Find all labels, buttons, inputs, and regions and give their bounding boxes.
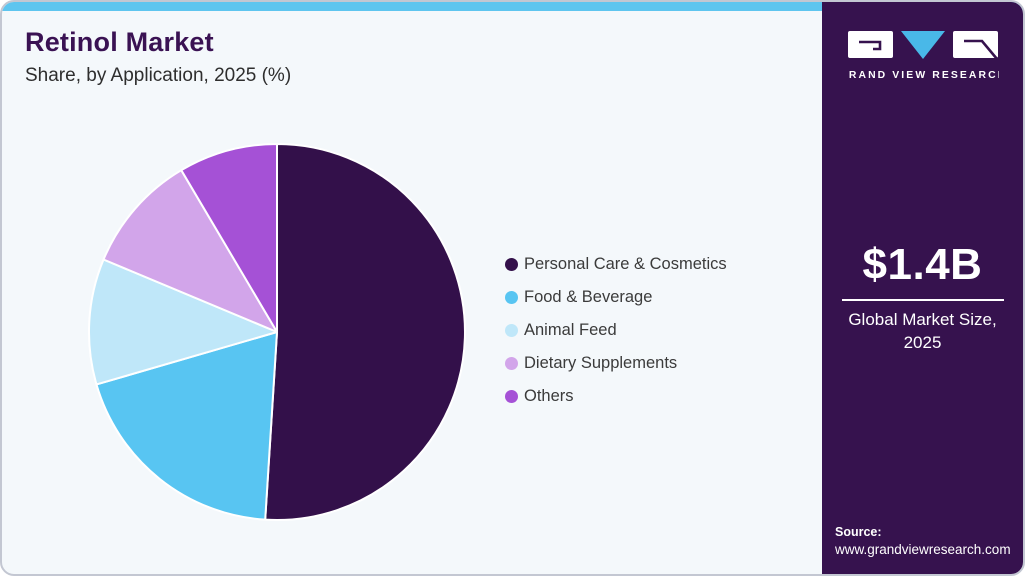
- market-size-block: $1.4B Global Market Size, 2025: [822, 240, 1023, 355]
- legend-bullet-icon: [505, 323, 518, 337]
- legend-bullet-icon: [505, 257, 518, 271]
- legend-item-others: Others: [505, 386, 727, 406]
- pie-chart-svg: [87, 143, 466, 521]
- pie-slice-food-beverage: [95, 331, 278, 521]
- pie-chart: [77, 132, 477, 532]
- market-size-label-line1: Global Market Size,: [848, 310, 997, 329]
- top-accent-bar: [2, 2, 1023, 11]
- source-label: Source:: [835, 525, 882, 539]
- legend-item-animal-feed: Animal Feed: [505, 320, 727, 340]
- source-block: Source: www.grandviewresearch.com: [835, 525, 1011, 557]
- legend-label: Personal Care & Cosmetics: [524, 254, 727, 273]
- page-title: Retinol Market: [25, 27, 214, 57]
- chart-legend: Personal Care & Cosmetics Food & Beverage…: [505, 254, 727, 419]
- legend-bullet-icon: [505, 389, 518, 403]
- pie-slice-personal-care-cosmetics: [264, 143, 466, 521]
- legend-item-personal-care-cosmetics: Personal Care & Cosmetics: [505, 254, 727, 274]
- legend-label: Animal Feed: [524, 320, 617, 339]
- market-size-label: Global Market Size, 2025: [822, 309, 1023, 355]
- market-size-label-line2: 2025: [903, 332, 942, 352]
- page-subtitle: Share, by Application, 2025 (%): [25, 65, 292, 86]
- source-url[interactable]: www.grandviewresearch.com: [835, 542, 1011, 557]
- legend-label: Dietary Supplements: [524, 353, 678, 372]
- legend-item-food-beverage: Food & Beverage: [505, 287, 727, 307]
- svg-text:GRAND VIEW RESEARCH: GRAND VIEW RESEARCH: [847, 70, 999, 81]
- divider-line: [841, 299, 1004, 301]
- legend-bullet-icon: [505, 356, 518, 370]
- market-size-value: $1.4B: [862, 240, 983, 289]
- pie-slice-dietary-supplements: [102, 169, 278, 333]
- header: Retinol Market Share, by Application, 20…: [25, 27, 291, 87]
- pie-slice-animal-feed: [87, 258, 278, 386]
- brand-sidebar: GRAND VIEW RESEARCH $1.4B Global Market …: [822, 2, 1023, 574]
- pie-slice-others: [180, 143, 278, 333]
- brand-logo: GRAND VIEW RESEARCH: [822, 28, 1023, 91]
- legend-label: Food & Beverage: [524, 287, 653, 306]
- legend-bullet-icon: [505, 290, 518, 304]
- gvr-logo-icon: GRAND VIEW RESEARCH: [838, 31, 1005, 81]
- legend-label: Others: [524, 386, 574, 405]
- legend-item-dietary-supplements: Dietary Supplements: [505, 353, 727, 373]
